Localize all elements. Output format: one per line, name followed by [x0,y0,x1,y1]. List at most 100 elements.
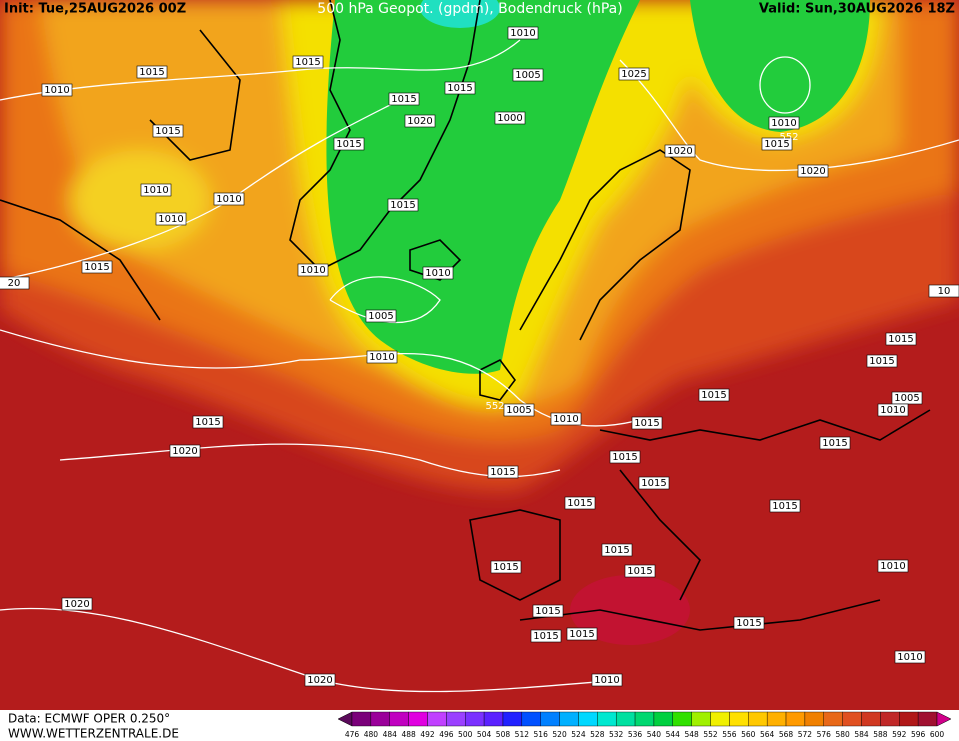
scale-label: 500 [458,730,473,739]
isobar-label: 10 [928,284,959,298]
isobar-label-box [768,116,800,130]
scale-box [672,711,692,727]
scale-label: 512 [515,730,530,739]
isobar-label-text: 1010 [143,185,168,196]
isobar-label: 1015 [333,137,365,151]
isobar-label-text: 1015 [155,126,180,137]
isobar-label-box [192,415,224,429]
scale-label: 576 [817,730,832,739]
scale-box [861,711,881,727]
scale-label: 496 [439,730,454,739]
isobar-label: 1010 [894,650,926,664]
isobar-label-text: 1015 [612,452,637,463]
isobar-label-text: 1020 [172,446,197,457]
isobar-label-text: 1015 [569,629,594,640]
isobar-label-text: 1015 [533,631,558,642]
isobar-label-box [664,144,696,158]
isobar-label-box [490,560,522,574]
scale-label: 548 [685,730,700,739]
isobar-label-box [819,436,851,450]
scale-end-right [936,711,952,727]
scale-label: 520 [552,730,567,739]
scale-box [578,711,598,727]
isobar-label-text: 1010 [897,652,922,663]
isobar-label: 1015 [733,616,765,630]
isobar-label: 1020 [169,444,201,458]
isobar-label-text: 1005 [506,405,531,416]
isobar-label-box [494,111,526,125]
isobar-label-box [0,276,30,290]
scale-box [597,711,617,727]
scale-box [880,711,900,727]
isobar-label-text: 1015 [772,501,797,512]
isobar-label-box [698,388,730,402]
scale-label: 588 [873,730,888,739]
isobar-label-text: 1015 [822,438,847,449]
isobar-label: 1010 [297,263,329,277]
isobar-label: 552 [779,132,798,143]
scale-box [351,711,372,727]
isobar-label: 1015 [388,92,420,106]
scale-label: 488 [401,730,416,739]
isobar-label-box [566,627,598,641]
isobar-label-text: 1010 [880,561,905,572]
isobar-label: 1015 [566,627,598,641]
scale-box [389,711,409,727]
isobar-label-text: 1015 [195,417,220,428]
isobar-label: 1010 [140,183,172,197]
scale-label: 516 [534,730,549,739]
isobar-label-box [733,616,765,630]
isobar-label-box [885,332,917,346]
isobar-label-box [532,604,564,618]
isobar-label-text: 1015 [493,562,518,573]
isobar-label-box [422,266,454,280]
isobar-label-text: 1020 [64,599,89,610]
scale-label: 480 [364,730,379,739]
isobar-label: 1010 [768,116,800,130]
isobar-label-box [366,350,398,364]
isobar-label: 1015 [192,415,224,429]
scale-label: 560 [741,730,756,739]
isobar-label: 1005 [891,391,923,405]
isobar-label: 1005 [365,309,397,323]
isobar-label: 1015 [444,81,476,95]
isobar-label-text: 1015 [634,418,659,429]
isobar-label-text: 1010 [425,268,450,279]
isobar-label-box [877,559,909,573]
isobar-label-box [507,26,539,40]
scale-box [710,711,730,727]
scale-box [634,711,655,727]
isobar-label: 1010 [877,559,909,573]
isobar-label: 1015 [638,476,670,490]
scale-box [427,711,447,727]
isobar-label-box [797,164,829,178]
website: WWW.WETTERZENTRALE.DE [8,727,179,741]
scale-box [446,711,466,727]
scale-label: 564 [760,730,775,739]
map-title: 500 hPa Geopot. (gpdm), Bodendruck (hPa) [317,1,622,17]
scale-box [691,711,711,727]
isobar-label-text: 1025 [621,69,646,80]
isobar-label-text: 1020 [800,166,825,177]
scale-box [842,711,862,727]
low-core [420,0,500,28]
isobar-label-box [769,499,801,513]
isobar-label: 1015 [866,354,898,368]
isobar-label: 1015 [490,560,522,574]
isobar-label: 1020 [664,144,696,158]
isobar-label-box [155,212,187,226]
isobar-label-box [41,83,73,97]
scale-label: 528 [590,730,605,739]
scale-box [804,711,824,727]
scale-box [370,711,390,727]
scale-box [917,711,938,727]
isobar-label-box [624,564,656,578]
isobar-label-text: 1015 [641,478,666,489]
isobar-label-box [601,543,633,557]
isobar-label-text: 1015 [139,67,164,78]
init-time: Init: Tue,25AUG2026 00Z [4,2,186,17]
isobar-label: 1015 [698,388,730,402]
isobar-label-box [152,124,184,138]
isobar-label: 1015 [609,450,641,464]
